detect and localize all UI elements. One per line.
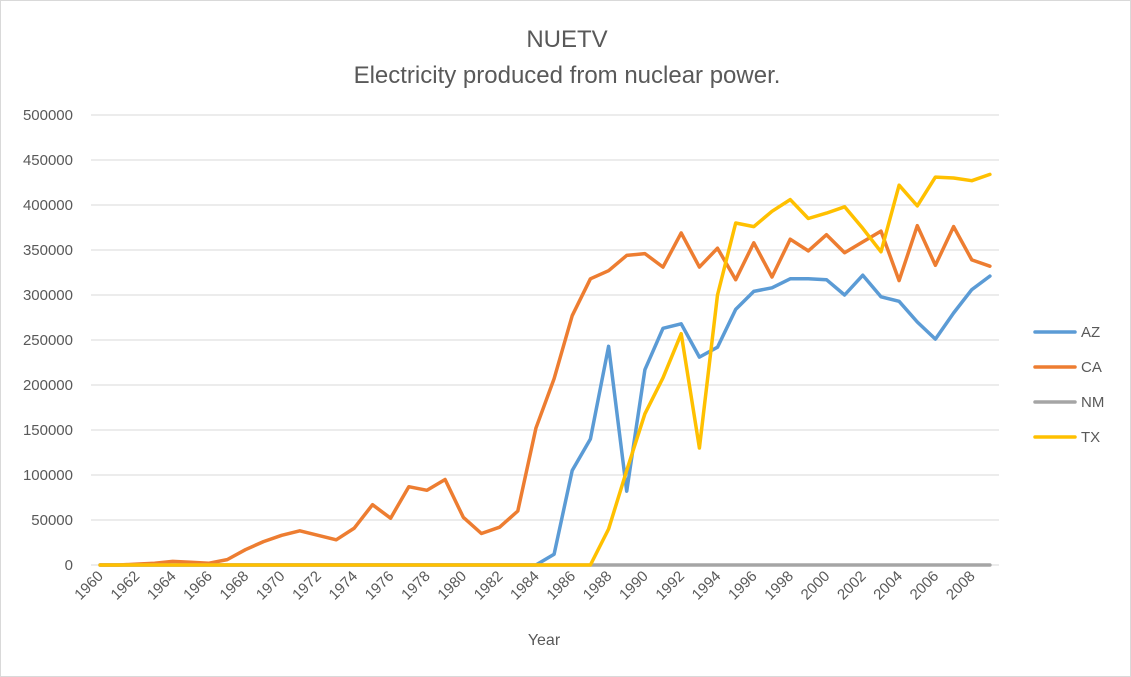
x-tick-label: 2008 bbox=[943, 568, 979, 604]
x-tick-label: 1962 bbox=[108, 568, 144, 604]
gridlines bbox=[91, 114, 999, 566]
x-tick-label: 1974 bbox=[326, 568, 362, 604]
legend: AZ CA NM TX bbox=[1033, 324, 1104, 446]
x-tick-label: 1984 bbox=[507, 568, 543, 604]
x-tick-label: 2004 bbox=[870, 568, 906, 604]
plot-area bbox=[98, 172, 992, 567]
x-tick-label: 1980 bbox=[434, 568, 470, 604]
x-tick-label: 1992 bbox=[652, 568, 688, 604]
x-tick-label: 1996 bbox=[725, 568, 761, 604]
series-line-ca bbox=[98, 223, 992, 567]
x-tick-label: 1982 bbox=[471, 568, 507, 604]
x-tick-label: 1960 bbox=[71, 568, 107, 604]
x-axis: 1960 1962 1964 1966 1968 1970 1972 1974 1976 1978… bbox=[71, 568, 978, 604]
series-line-tx bbox=[98, 172, 992, 567]
legend-label-az: AZ bbox=[1081, 324, 1100, 341]
x-tick-label: 2000 bbox=[798, 568, 834, 604]
y-tick-label: 150000 bbox=[23, 422, 73, 439]
y-tick-label: 0 bbox=[65, 557, 73, 574]
x-tick-label: 1972 bbox=[289, 568, 325, 604]
legend-label-ca: CA bbox=[1081, 359, 1102, 376]
x-tick-label: 2002 bbox=[834, 568, 870, 604]
chart-title: NUETV bbox=[526, 26, 607, 53]
x-tick-label: 1994 bbox=[689, 568, 725, 604]
y-axis: 0 50000 100000 150000 200000 250000 300000 3500… bbox=[23, 107, 73, 574]
y-tick-label: 100000 bbox=[23, 467, 73, 484]
x-tick-label: 1968 bbox=[217, 568, 253, 604]
y-tick-label: 250000 bbox=[23, 332, 73, 349]
x-axis-title: Year bbox=[528, 632, 561, 649]
x-tick-label: 1978 bbox=[398, 568, 434, 604]
series-line-az bbox=[98, 273, 992, 567]
y-tick-label: 400000 bbox=[23, 197, 73, 214]
y-tick-label: 50000 bbox=[31, 512, 73, 529]
x-tick-label: 1988 bbox=[580, 568, 616, 604]
x-tick-label: 1964 bbox=[144, 568, 180, 604]
x-tick-label: 1998 bbox=[761, 568, 797, 604]
x-tick-label: 1976 bbox=[362, 568, 398, 604]
legend-label-nm: NM bbox=[1081, 394, 1104, 411]
x-tick-label: 1986 bbox=[543, 568, 579, 604]
legend-label-tx: TX bbox=[1081, 429, 1100, 446]
x-tick-label: 1966 bbox=[180, 568, 216, 604]
y-tick-label: 300000 bbox=[23, 287, 73, 304]
x-tick-label: 1990 bbox=[616, 568, 652, 604]
y-tick-label: 200000 bbox=[23, 377, 73, 394]
y-tick-label: 350000 bbox=[23, 242, 73, 259]
chart-subtitle: Electricity produced from nuclear power. bbox=[354, 62, 781, 89]
y-tick-label: 500000 bbox=[23, 107, 73, 124]
x-tick-label: 2006 bbox=[907, 568, 943, 604]
x-tick-label: 1970 bbox=[253, 568, 289, 604]
y-tick-label: 450000 bbox=[23, 152, 73, 169]
